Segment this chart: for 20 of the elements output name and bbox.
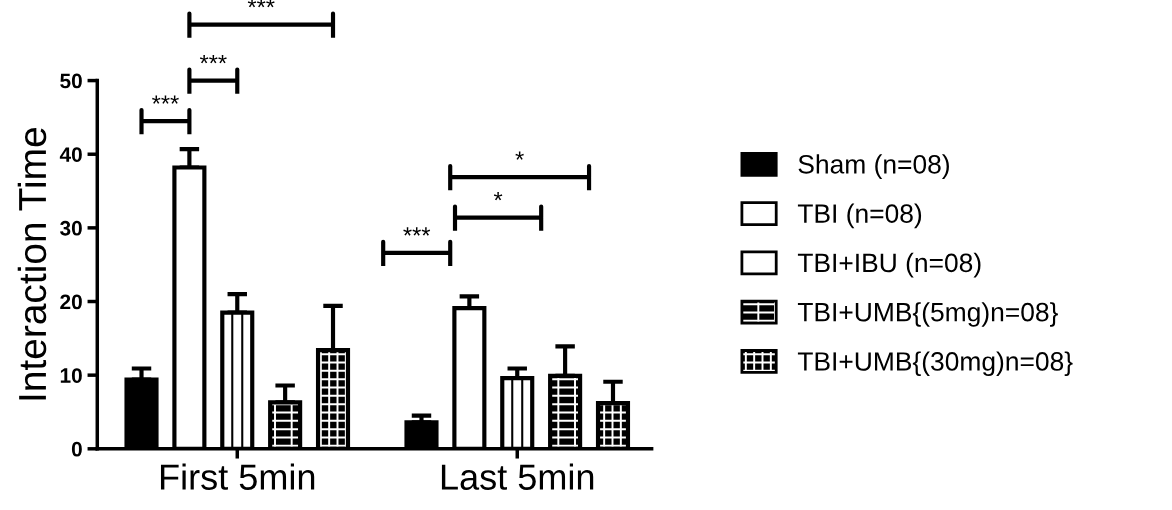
y-tick-label: 50 xyxy=(60,73,82,89)
y-tick-label: 40 xyxy=(59,147,82,162)
y-tick-label: 10 xyxy=(60,368,82,383)
x-tick-label: Last 5min xyxy=(441,463,594,490)
x-tick-label: First 5min xyxy=(160,463,315,490)
annotation: * xyxy=(515,151,524,160)
legend-label: TBI (n=08) xyxy=(797,203,922,229)
y-tick-label: 0 xyxy=(71,441,82,457)
y-tick-label: 30 xyxy=(60,220,82,236)
annotation: *** xyxy=(152,95,179,104)
legend-label: TBI+UMB{(30mg)n=08} xyxy=(797,351,1073,377)
y-tick-label: 20 xyxy=(60,294,82,310)
text: *** xyxy=(199,55,227,64)
annotation: * xyxy=(493,192,503,201)
y-axis-title: Interaction Time xyxy=(17,128,47,400)
legend-label: Sham (n=08) xyxy=(798,154,949,179)
legend-label: TBI+UMB{(5mg)n=08} xyxy=(797,302,1058,327)
annotation: *** xyxy=(403,227,431,236)
legend-label: TBI+IBU (n=08) xyxy=(797,252,981,278)
text: *** xyxy=(247,0,275,8)
